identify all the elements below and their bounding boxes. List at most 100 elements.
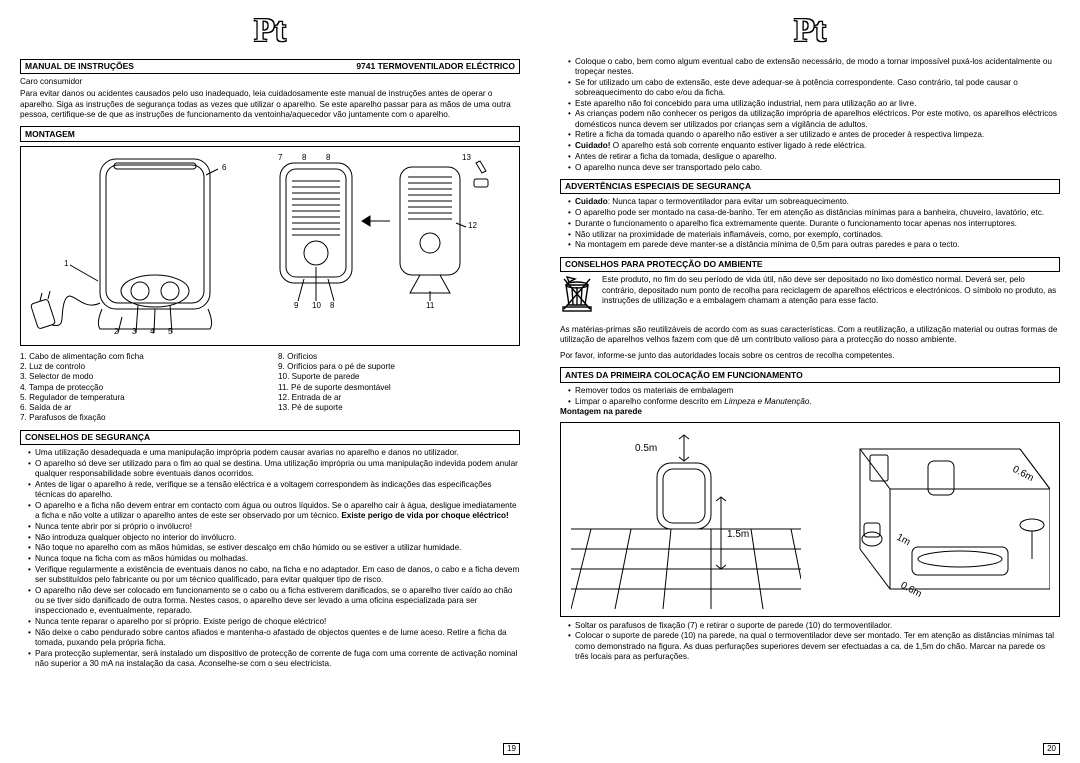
list-item: Colocar o suporte de parede (10) na pare…: [568, 631, 1060, 662]
before-label: ANTES DA PRIMEIRA COLOCAÇÃO EM FUNCIONAM…: [565, 370, 803, 381]
list-item: Não introduza qualquer objecto no interi…: [28, 533, 520, 543]
list-item: Não toque no aparelho com as mãos húmida…: [28, 543, 520, 553]
env-label: CONSELHOS PARA PROTECÇÃO DO AMBIENTE: [565, 259, 763, 270]
callout: 4: [150, 327, 154, 337]
env-p2: As matérias-primas são reutilizáveis de …: [560, 325, 1060, 346]
callout: 13: [462, 153, 471, 163]
list-item: Na montagem em parede deve manter-se a d…: [568, 240, 1060, 250]
list-item: Antes de ligar o aparelho à rede, verifi…: [28, 480, 520, 501]
list-item: Retire a ficha da tomada quando o aparel…: [568, 130, 1060, 140]
list-item: Cuidado: Nunca tapar o termoventilador p…: [568, 197, 1060, 207]
part-item: 10. Suporte de parede: [278, 372, 520, 382]
env-p3: Por favor, informe-se junto das autorida…: [560, 351, 1060, 361]
list-item: As crianças podem não conhecer os perigo…: [568, 109, 1060, 130]
part-item: 9. Orifícios para o pé de suporte: [278, 362, 520, 372]
device-rear-figure: 7 8 8 9 10 8 11 12 13: [270, 153, 510, 338]
safety-list: Uma utilização desadequada e uma manipul…: [20, 448, 520, 669]
page-number-left: 19: [503, 743, 520, 755]
safety-header: CONSELHOS DE SEGURANÇA: [20, 430, 520, 446]
callout: 8: [330, 301, 334, 311]
list-item: Soltar os parafusos de fixação (7) e ret…: [568, 621, 1060, 631]
intro-text: Para evitar danos ou acidentes causados …: [20, 89, 520, 120]
callout: 3: [132, 327, 136, 337]
callout: 8: [326, 153, 330, 163]
weee-icon: [560, 275, 594, 318]
part-item: 3. Selector de modo: [20, 372, 262, 382]
dim-w: 0.6m: [898, 580, 923, 600]
list-item: O aparelho não deve ser colocado em func…: [28, 586, 520, 617]
list-item: O aparelho nunca deve ser transportado p…: [568, 163, 1060, 173]
lang-header-right: Pt: [560, 10, 1060, 53]
part-item: 5. Regulador de temperatura: [20, 393, 262, 403]
lang-header-left: Pt: [20, 10, 520, 53]
warn-label: ADVERTÊNCIAS ESPECIAIS DE SEGURANÇA: [565, 181, 751, 192]
part-item: 12. Entrada de ar: [278, 393, 520, 403]
list-item: Cuidado! O aparelho está sob corrente en…: [568, 141, 1060, 151]
mounting-diagram: 0.5m 1.5m: [560, 422, 1060, 617]
part-item: 7. Parafusos de fixação: [20, 413, 262, 423]
part-item: 13. Pé de suporte: [278, 403, 520, 413]
list-item: Nunca tente abrir por si próprio o invól…: [28, 522, 520, 532]
device-front-svg: [30, 153, 250, 338]
safety-label: CONSELHOS DE SEGURANÇA: [25, 432, 150, 443]
before-header: ANTES DA PRIMEIRA COLOCAÇÃO EM FUNCIONAM…: [560, 367, 1060, 383]
title-bar: MANUAL DE INSTRUÇÕES 9741 TERMOVENTILADO…: [20, 59, 520, 75]
parts-right-col: 8. Orifícios 9. Orifícios para o pé de s…: [278, 352, 520, 424]
list-item: Nunca tente reparar o aparelho por si pr…: [28, 617, 520, 627]
list-item: Limpar o aparelho conforme descrito em L…: [568, 397, 1060, 407]
callout: 1: [64, 259, 68, 269]
list-item: Antes de retirar a ficha da tomada, desl…: [568, 152, 1060, 162]
manual-title: MANUAL DE INSTRUÇÕES: [25, 61, 134, 72]
list-item: O aparelho só deve ser utilizado para o …: [28, 459, 520, 480]
weee-row: Este produto, no fim do seu período de v…: [560, 275, 1060, 318]
list-item: Nunca toque na ficha com as mãos húmidas…: [28, 554, 520, 564]
list-item: O aparelho e a ficha não devem entrar em…: [28, 501, 520, 522]
montagem-header: MONTAGEM: [20, 126, 520, 142]
greeting: Caro consumidor: [20, 77, 520, 87]
list-item: Não deixe o cabo pendurado sobre cantos …: [28, 628, 520, 649]
warn-header: ADVERTÊNCIAS ESPECIAIS DE SEGURANÇA: [560, 179, 1060, 195]
list-item: Uma utilização desadequada e uma manipul…: [28, 448, 520, 458]
dim-floor: 1.5m: [727, 529, 749, 540]
callout: 5: [168, 327, 172, 337]
callout: 10: [312, 301, 321, 311]
callout: 2: [114, 327, 118, 337]
part-item: 4. Tampa de protecção: [20, 383, 262, 393]
warn-list: Cuidado: Nunca tapar o termoventilador p…: [560, 197, 1060, 250]
list-item: Durante o funcionamento o aparelho fica …: [568, 219, 1060, 229]
part-item: 1. Cabo de alimentação com ficha: [20, 352, 262, 362]
part-item: 6. Saída de ar: [20, 403, 262, 413]
montagem-label: MONTAGEM: [25, 129, 75, 140]
weee-text: Este produto, no fim do seu período de v…: [602, 275, 1060, 306]
list-item: Não utilizar na proximidade de materiais…: [568, 230, 1060, 240]
list-item: Coloque o cabo, bem como algum eventual …: [568, 57, 1060, 78]
callout: 7: [278, 153, 282, 163]
parts-list: 1. Cabo de alimentação com ficha 2. Luz …: [20, 352, 520, 424]
parts-left-col: 1. Cabo de alimentação com ficha 2. Luz …: [20, 352, 262, 424]
callout: 11: [426, 301, 434, 311]
product-title: 9741 TERMOVENTILADOR ELÉCTRICO: [356, 61, 515, 72]
part-item: 2. Luz de controlo: [20, 362, 262, 372]
list-item: Se for utilizado um cabo de extensão, es…: [568, 78, 1060, 99]
dim-top: 0.5m: [635, 443, 657, 454]
continued-list: Coloque o cabo, bem como algum eventual …: [560, 57, 1060, 173]
before-list: Remover todos os materiais de embalagemL…: [560, 386, 1060, 407]
device-rear-svg: [270, 153, 510, 338]
env-header: CONSELHOS PARA PROTECÇÃO DO AMBIENTE: [560, 257, 1060, 273]
part-item: 11. Pé de suporte desmontável: [278, 383, 520, 393]
bottom-list: Soltar os parafusos de fixação (7) e ret…: [560, 621, 1060, 663]
part-item: 8. Orifícios: [278, 352, 520, 362]
device-front-figure: 1 2 3 4 5 6: [30, 153, 250, 338]
clearance-figure: 0.5m 1.5m: [565, 427, 806, 612]
mount-label: Montagem na parede: [560, 407, 1060, 417]
assembly-diagram: 1 2 3 4 5 6: [20, 146, 520, 346]
list-item: Para protecção suplementar, será instala…: [28, 649, 520, 670]
bathroom-figure: 0.6m 1m 0.6m: [814, 427, 1055, 612]
callout: 12: [468, 221, 477, 231]
list-item: Remover todos os materiais de embalagem: [568, 386, 1060, 396]
dim-h: 0.6m: [1010, 464, 1035, 484]
callout: 9: [294, 301, 298, 311]
list-item: Este aparelho não foi concebido para uma…: [568, 99, 1060, 109]
callout: 6: [222, 163, 226, 173]
dim-d: 1m: [894, 532, 911, 548]
